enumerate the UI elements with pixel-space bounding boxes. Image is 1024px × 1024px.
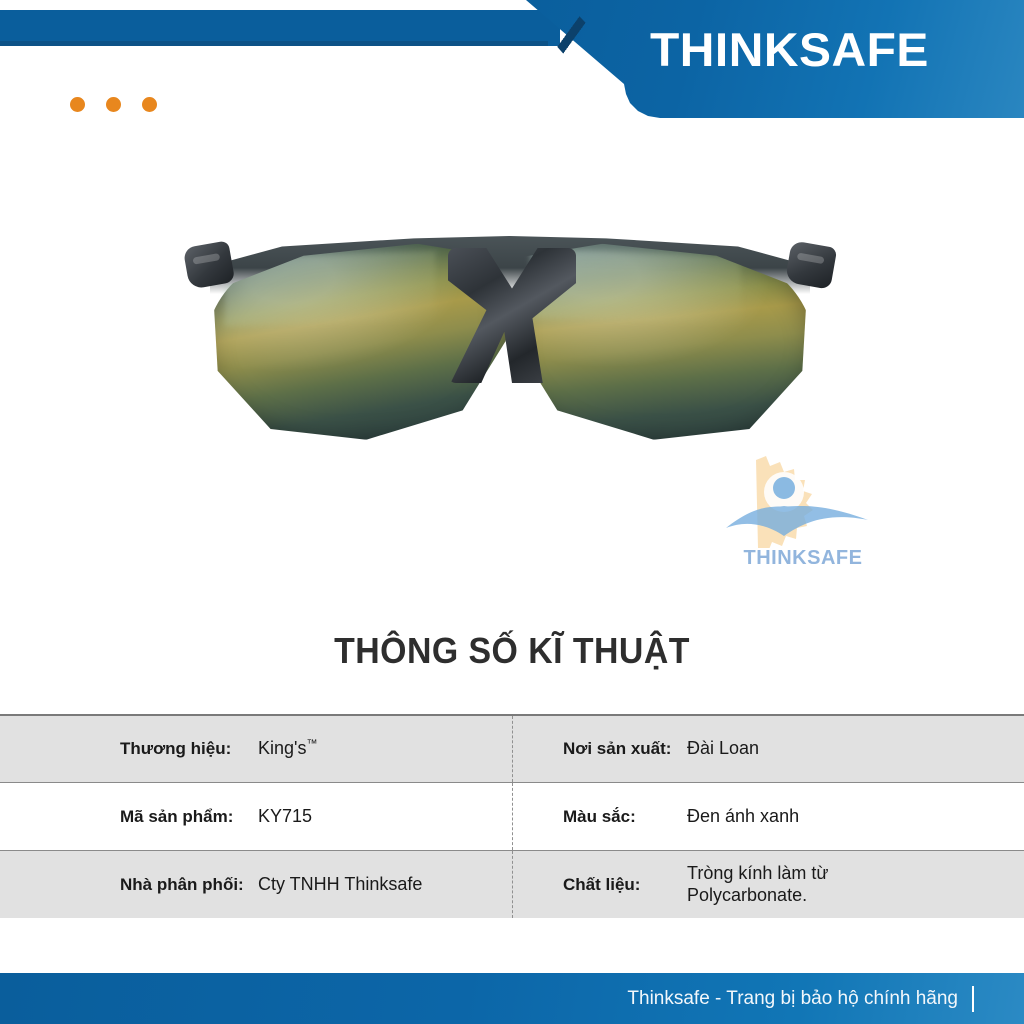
spec-label: Nơi sản xuất:: [563, 739, 672, 758]
spec-label: Màu sắc:: [563, 806, 636, 826]
table-row: Nhà phân phối: Cty TNHH Thinksafe Chất l…: [0, 851, 1024, 918]
spec-value: Đài Loan: [687, 738, 760, 759]
spec-value-text: King's: [258, 738, 307, 759]
orange-dot-icon: [142, 97, 157, 112]
table-row: Thương hiệu: King's™ Nơi sản xuất: Đài L…: [0, 716, 1024, 783]
product-image-area: THINKSAFE: [0, 150, 1024, 610]
spec-value: KY715: [258, 805, 313, 826]
table-row: Mã sản phẩm: KY715 Màu sắc: Đen ánh xanh: [0, 783, 1024, 851]
spec-cell-material: Chất liệu: Tròng kính làm từ Polycarbonat…: [512, 851, 1024, 918]
spec-value: Cty TNHH Thinksafe: [258, 873, 423, 894]
spec-label: Thương hiệu:: [120, 739, 232, 758]
spec-value-line-2: Polycarbonate.: [687, 884, 808, 905]
page-footer: Thinksafe - Trang bị bảo hộ chính hãng: [0, 973, 1024, 1024]
header-blue-bar: [0, 10, 560, 46]
spec-cell-distributor: Nhà phân phối: Cty TNHH Thinksafe: [0, 851, 512, 918]
brand-watermark: THINKSAFE: [718, 450, 888, 570]
header-blue-bar-shadow: [0, 41, 548, 46]
spec-cell-brand: Thương hiệu: King's™: [0, 716, 512, 782]
orange-dot-icon: [70, 97, 85, 112]
spec-cell-color: Màu sắc: Đen ánh xanh: [512, 783, 1024, 850]
watermark-logo-icon: [726, 456, 868, 552]
right-temple-tip: [784, 240, 838, 290]
spec-cell-origin: Nơi sản xuất: Đài Loan: [512, 716, 1024, 782]
spec-label: Mã sản phẩm:: [120, 806, 234, 826]
spec-value: King's™: [258, 738, 317, 760]
orange-dot-icon: [106, 97, 121, 112]
header-dot-group: [70, 97, 180, 113]
spec-value-line-1: Tròng kính làm từ: [687, 862, 829, 883]
spec-label: Chất liệu:: [563, 874, 641, 894]
watermark-wing-icon: [726, 506, 868, 536]
product-photo: [180, 220, 840, 470]
spec-value: Tròng kính làm từ Polycarbonate.: [687, 863, 828, 907]
footer-tagline: Thinksafe - Trang bị bảo hộ chính hãng: [627, 987, 958, 1009]
watermark-text: THINKSAFE: [743, 547, 863, 569]
left-temple-tip: [182, 240, 236, 290]
footer-divider: [972, 985, 974, 1012]
watermark-head-icon: [773, 477, 795, 499]
brand-logo-text: THINKSAFE: [650, 23, 929, 76]
page-header: THINKSAFE: [0, 0, 1024, 140]
spec-label: Nhà phân phối:: [120, 874, 244, 894]
spec-section-title: THÔNG SỐ KĨ THUẬT: [334, 630, 690, 671]
spec-table: Thương hiệu: King's™ Nơi sản xuất: Đài L…: [0, 714, 1024, 918]
trademark-symbol: ™: [306, 738, 318, 751]
spec-value: Đen ánh xanh: [687, 805, 800, 826]
spec-cell-product-code: Mã sản phẩm: KY715: [0, 783, 512, 850]
